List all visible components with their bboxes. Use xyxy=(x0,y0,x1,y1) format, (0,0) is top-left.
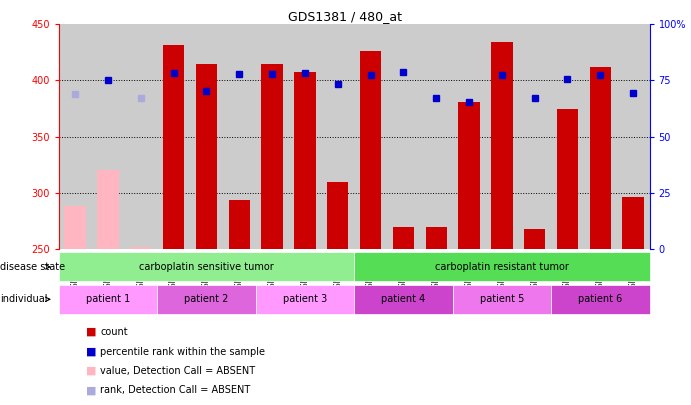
Text: patient 2: patient 2 xyxy=(184,294,229,304)
Bar xyxy=(392,227,414,249)
Bar xyxy=(294,72,316,249)
Text: ■: ■ xyxy=(86,386,97,395)
Bar xyxy=(623,197,644,249)
Bar xyxy=(64,207,86,249)
Text: value, Detection Call = ABSENT: value, Detection Call = ABSENT xyxy=(100,366,255,376)
Text: patient 1: patient 1 xyxy=(86,294,130,304)
Bar xyxy=(229,200,250,249)
Text: rank, Detection Call = ABSENT: rank, Detection Call = ABSENT xyxy=(100,386,250,395)
Text: carboplatin sensitive tumor: carboplatin sensitive tumor xyxy=(139,262,274,272)
Text: percentile rank within the sample: percentile rank within the sample xyxy=(100,347,265,356)
Bar xyxy=(130,247,151,249)
Text: patient 4: patient 4 xyxy=(381,294,426,304)
Bar xyxy=(97,171,119,249)
Text: patient 3: patient 3 xyxy=(283,294,327,304)
Bar xyxy=(196,64,217,249)
Text: patient 5: patient 5 xyxy=(480,294,524,304)
Bar xyxy=(327,181,348,249)
Bar xyxy=(360,51,381,249)
Bar xyxy=(261,64,283,249)
Bar xyxy=(491,42,513,249)
Bar xyxy=(524,229,545,249)
Bar xyxy=(458,102,480,249)
Text: ■: ■ xyxy=(86,327,97,337)
Text: ■: ■ xyxy=(86,366,97,376)
Text: patient 6: patient 6 xyxy=(578,294,623,304)
Text: count: count xyxy=(100,327,128,337)
Text: ■: ■ xyxy=(86,347,97,356)
Bar xyxy=(163,45,184,249)
Bar xyxy=(557,109,578,249)
Bar xyxy=(589,67,611,249)
Text: carboplatin resistant tumor: carboplatin resistant tumor xyxy=(435,262,569,272)
Bar xyxy=(426,227,447,249)
Text: individual: individual xyxy=(0,294,48,304)
Text: disease state: disease state xyxy=(0,262,65,272)
Text: GDS1381 / 480_at: GDS1381 / 480_at xyxy=(289,10,402,23)
